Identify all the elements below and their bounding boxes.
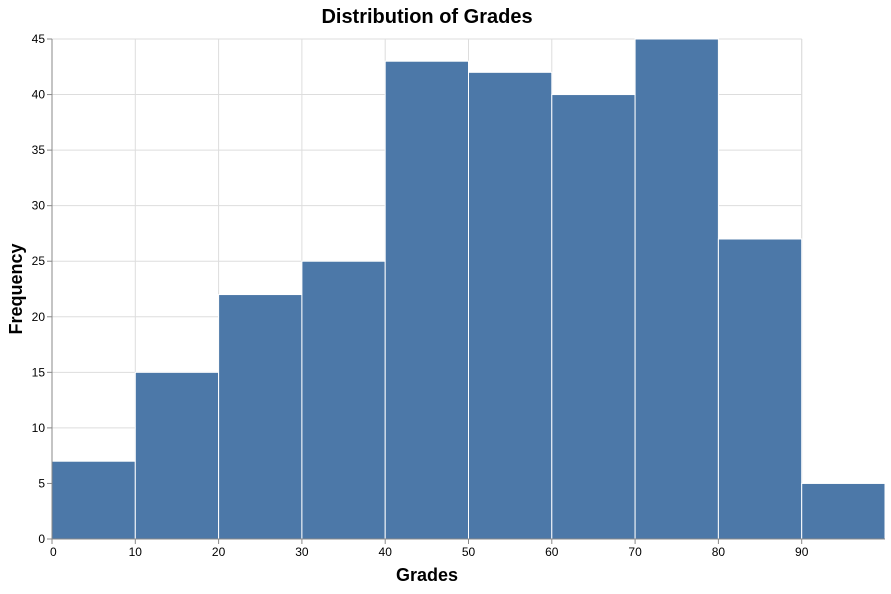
x-tick-label: 30: [295, 545, 309, 559]
histogram-bar: [51, 460, 136, 540]
histogram-bar: [801, 482, 886, 540]
y-tick-label: 45: [32, 32, 46, 46]
x-tick-label: 20: [212, 545, 226, 559]
x-tick-label: 0: [50, 545, 57, 559]
x-axis-title: Grades: [396, 565, 458, 585]
y-tick-label: 10: [32, 421, 46, 435]
y-tick-label: 5: [38, 476, 45, 490]
y-tick-label: 40: [32, 88, 46, 102]
histogram-bar: [134, 371, 220, 540]
x-tick-label: 50: [462, 545, 476, 559]
x-tick-label: 60: [545, 545, 559, 559]
x-tick-label: 40: [379, 545, 393, 559]
x-tick-label: 80: [712, 545, 726, 559]
chart-title: Distribution of Grades: [321, 6, 532, 28]
histogram-bar: [218, 294, 303, 540]
histogram-bar: [468, 71, 553, 540]
histogram-bar: [634, 38, 719, 540]
y-tick-label: 20: [32, 310, 46, 324]
histogram-bar: [717, 238, 803, 540]
x-tick-label: 10: [129, 545, 143, 559]
y-axis-title: Frequency: [6, 243, 26, 334]
x-tick-label: 70: [628, 545, 642, 559]
y-tick-label: 35: [32, 143, 46, 157]
y-tick-label: 15: [32, 365, 46, 379]
axes: 0 5 10 15 20 25 30 35 40 45 0 10 20 30 40 50 60 70 80 90: [32, 32, 885, 559]
histogram-bar: [301, 260, 386, 540]
y-tick-label: 25: [32, 254, 46, 268]
y-tick-label: 0: [38, 532, 45, 546]
histogram-bar: [551, 94, 636, 540]
histogram-bar: [384, 60, 470, 540]
x-tick-label: 90: [795, 545, 809, 559]
bars: [51, 38, 886, 540]
y-tick-label: 30: [32, 199, 46, 213]
